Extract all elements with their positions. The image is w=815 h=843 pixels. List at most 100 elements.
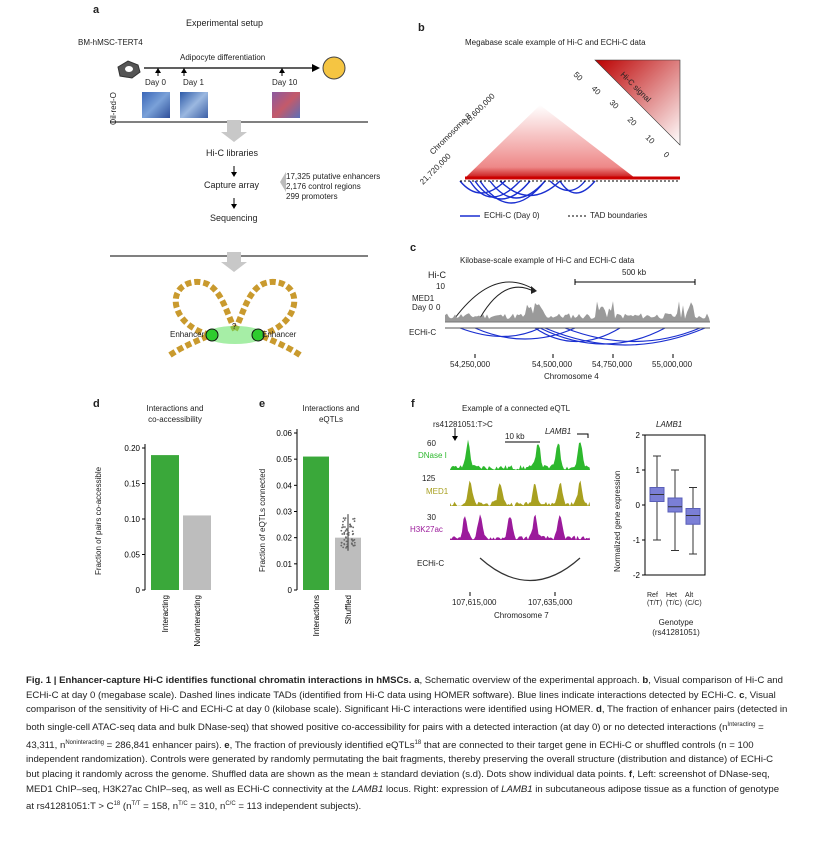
panel-e-label: e bbox=[259, 398, 266, 410]
cell-line-label: BM-hMSC-TERT4 bbox=[78, 38, 143, 47]
day-10: Day 10 bbox=[272, 78, 298, 87]
panel-a-title: Experimental setup bbox=[186, 18, 264, 28]
bar-interacting bbox=[151, 455, 179, 590]
c-xlabel: Chromosome 4 bbox=[544, 372, 599, 381]
micrograph-day1 bbox=[180, 92, 208, 118]
y-tick-label: 0.01 bbox=[276, 560, 292, 569]
shuffled-dot bbox=[346, 533, 349, 535]
y-tick-label: 0 bbox=[288, 586, 293, 595]
panel-e-title-line2: eQTLs bbox=[318, 415, 343, 424]
box-cat-ref-l2: (T/T) bbox=[647, 600, 663, 607]
box-cat-ref-l1: Ref bbox=[647, 592, 658, 599]
shuffled-dot bbox=[343, 538, 346, 541]
shuffled-dot bbox=[351, 540, 354, 542]
shuffled-dot bbox=[352, 532, 355, 535]
box-y-tick-label: 1 bbox=[636, 466, 641, 475]
shuffled-dot bbox=[344, 530, 347, 532]
y-tick-label: 0.05 bbox=[276, 455, 292, 464]
box-cat-alt-l1: Alt bbox=[685, 592, 694, 599]
y-tick-label: 0.04 bbox=[276, 481, 292, 490]
caption-f-s3: C/C bbox=[225, 801, 236, 808]
shuffled-dot bbox=[353, 517, 356, 520]
shuffled-dot bbox=[341, 533, 344, 535]
caption-c: Visual comparison of the sensitivity of … bbox=[26, 689, 776, 716]
x-tick-label: Interactions bbox=[312, 595, 321, 636]
dnase-max: 60 bbox=[427, 439, 436, 448]
box-title: LAMB1 bbox=[656, 420, 683, 429]
caption-c-label: c bbox=[739, 689, 745, 701]
box-y-tick-label: 0 bbox=[636, 501, 641, 510]
caption-d-sup1: Interacting bbox=[727, 721, 756, 728]
box-alt bbox=[685, 508, 701, 525]
bar-interactions bbox=[303, 456, 329, 590]
chart-e: 0 0.01 0.02 0.03 0.04 0.05 0.06 Interactions Shu… bbox=[276, 429, 361, 636]
panel-c-label: c bbox=[410, 242, 417, 254]
shuffled-dot bbox=[351, 530, 354, 533]
box-xlabel-1: Genotype bbox=[658, 618, 694, 627]
f-xlabel: Chromosome 7 bbox=[494, 611, 549, 620]
shuffled-dot bbox=[344, 517, 347, 520]
shuffled-dot bbox=[353, 520, 356, 523]
legend-echic-line bbox=[460, 215, 480, 217]
caption-f-4: (n bbox=[120, 801, 132, 813]
track-med1-min: 0 bbox=[436, 303, 441, 312]
shuffled-dot bbox=[346, 543, 349, 546]
shuffled-dot bbox=[342, 517, 345, 520]
box-y-tick-label: 2 bbox=[636, 431, 641, 440]
chart-d: 0 0.05 0.10 0.15 0.20 Interacting Noninteracti… bbox=[124, 444, 211, 647]
f-xtick-2: 107,635,000 bbox=[528, 598, 573, 607]
box-cat-alt-l2: (C/C) bbox=[685, 600, 702, 607]
box-xlabel-2: (rs41281051) bbox=[652, 628, 700, 637]
gene-label: LAMB1 bbox=[545, 427, 572, 436]
track-med1-label: MED1 bbox=[412, 294, 435, 303]
caption-f: Left: screenshot of DNase-seq, MED1 ChIP… bbox=[26, 768, 770, 795]
shuffled-dot bbox=[352, 526, 355, 529]
capture-enhancers: 17,325 putative enhancers bbox=[286, 172, 381, 181]
figure-caption: Fig. 1 | Enhancer-capture Hi-C identifie… bbox=[26, 675, 788, 813]
panel-d-ylabel: Fraction of pairs co-accessible bbox=[94, 466, 103, 575]
shuffled-dot bbox=[343, 519, 346, 521]
dnase-track bbox=[450, 439, 590, 470]
step-capture-array: Capture array bbox=[204, 180, 260, 190]
x-tick-label: Shuffled bbox=[344, 595, 353, 624]
hic-heatmap bbox=[459, 59, 681, 204]
capture-items: 17,325 putative enhancers 2,176 control … bbox=[286, 172, 380, 202]
caption-e-rest: that are connected to their target gene … bbox=[26, 739, 774, 780]
panel-b-title: Megabase scale example of Hi-C and ECHi-… bbox=[465, 38, 646, 47]
shuffled-dot bbox=[340, 544, 343, 547]
shuffled-dot bbox=[342, 526, 345, 528]
shuffled-dot bbox=[352, 518, 354, 520]
chromatin-loop-diagram bbox=[168, 278, 302, 358]
panel-e-title-line1: Interactions and bbox=[302, 404, 360, 413]
scalebar-500kb: 500 kb bbox=[622, 268, 647, 277]
caption-e: The fraction of previously identified eQ… bbox=[234, 739, 415, 751]
shuffled-dot bbox=[346, 528, 349, 531]
h3k27ac-label: H3K27ac bbox=[410, 525, 443, 534]
shuffled-dot bbox=[350, 538, 353, 541]
panel-c-title: Kilobase-scale example of Hi-C and ECHi-… bbox=[460, 256, 635, 265]
shuffled-dot bbox=[345, 537, 347, 539]
loop-question: ? bbox=[232, 322, 237, 331]
y-tick-label: 0.03 bbox=[276, 508, 292, 517]
shuffled-dot bbox=[340, 541, 343, 544]
shuffled-dot bbox=[343, 542, 346, 545]
caption-e-ref: 18 bbox=[414, 739, 422, 746]
legend-tad-text: TAD boundaries bbox=[590, 211, 648, 220]
box-het bbox=[667, 497, 683, 513]
f-scalebar: 10 kb bbox=[505, 432, 525, 441]
h3k27ac-max: 30 bbox=[427, 513, 436, 522]
step-sequencing: Sequencing bbox=[210, 213, 258, 223]
y-tick-label: 0.06 bbox=[276, 429, 292, 438]
track-hic-max: 10 bbox=[436, 282, 445, 291]
caption-a-label: a bbox=[414, 675, 420, 686]
enhancer-right-label: Enhancer bbox=[262, 330, 297, 339]
caption-d-sup2: Noninteracting bbox=[65, 739, 105, 746]
legend-echic-text: ECHi-C (Day 0) bbox=[484, 211, 540, 220]
shuffled-dot bbox=[347, 531, 350, 534]
shuffled-dot bbox=[344, 526, 346, 528]
capture-promoters: 299 promoters bbox=[286, 192, 338, 201]
caption-e-label: e bbox=[224, 739, 230, 751]
box-cat-alt: Alt (C/C) bbox=[685, 592, 702, 608]
track-echic-label: ECHi-C bbox=[409, 328, 437, 337]
y-tick-label: 0.02 bbox=[276, 534, 292, 543]
